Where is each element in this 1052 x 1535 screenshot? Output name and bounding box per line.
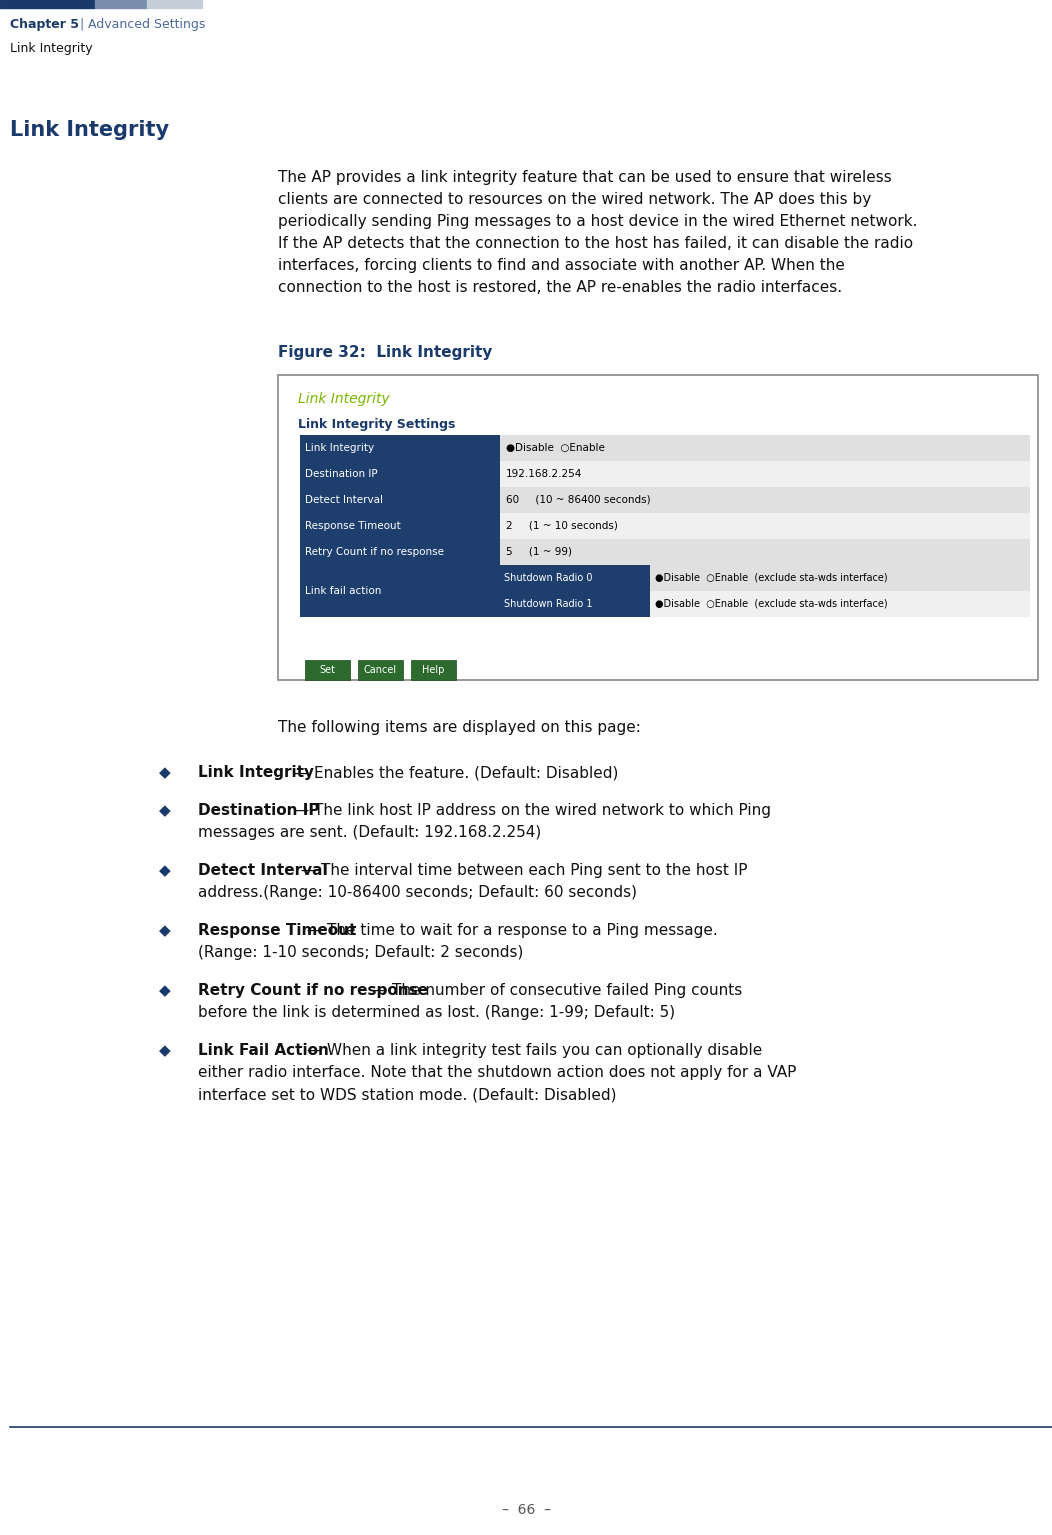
Bar [305,660,350,680]
Text: ●Disable  ○Enable  (exclude sta-wds interface): ●Disable ○Enable (exclude sta-wds interf… [655,599,888,609]
Bar [358,660,403,680]
Text: Link Integrity: Link Integrity [11,41,93,55]
Bar [147,0,202,8]
Bar [95,0,147,8]
Bar [500,460,1030,487]
Text: before the link is determined as lost. (Range: 1-99; Default: 5): before the link is determined as lost. (… [198,1005,675,1019]
Text: — When a link integrity test fails you can optionally disable: — When a link integrity test fails you c… [302,1042,763,1058]
Text: ●Disable  ○Enable: ●Disable ○Enable [506,444,605,453]
Text: Figure 32:  Link Integrity: Figure 32: Link Integrity [278,345,492,361]
Bar [500,513,1030,539]
Text: ◆: ◆ [159,1042,170,1058]
Bar [500,434,1030,460]
Text: clients are connected to resources on the wired network. The AP does this by: clients are connected to resources on th… [278,192,871,207]
Text: Link Integrity Settings: Link Integrity Settings [298,418,456,431]
Bar [300,434,500,460]
Text: 192.168.2.254: 192.168.2.254 [506,470,583,479]
Text: connection to the host is restored, the AP re-enables the radio interfaces.: connection to the host is restored, the … [278,279,842,295]
Text: Chapter 5: Chapter 5 [11,18,79,31]
Text: Detect Interval: Detect Interval [198,863,327,878]
Text: Link Fail Action: Link Fail Action [198,1042,329,1058]
Text: — The interval time between each Ping sent to the host IP: — The interval time between each Ping se… [296,863,747,878]
Text: Retry Count if no response: Retry Count if no response [305,546,444,557]
Text: Response Timeout: Response Timeout [198,923,357,938]
Text: messages are sent. (Default: 192.168.2.254): messages are sent. (Default: 192.168.2.2… [198,824,541,840]
Bar [300,487,500,513]
Text: Destination IP: Destination IP [305,470,378,479]
Text: Set: Set [320,665,336,675]
Bar [500,565,650,591]
Text: If the AP detects that the connection to the host has failed, it can disable the: If the AP detects that the connection to… [278,236,913,252]
Text: (Range: 1-10 seconds; Default: 2 seconds): (Range: 1-10 seconds; Default: 2 seconds… [198,946,524,959]
Text: — Enables the feature. (Default: Disabled): — Enables the feature. (Default: Disable… [289,764,619,780]
Text: 60     (10 ~ 86400 seconds): 60 (10 ~ 86400 seconds) [506,494,650,505]
Text: Retry Count if no response: Retry Count if no response [198,982,428,998]
Text: Link Integrity: Link Integrity [298,391,389,405]
Text: — The number of consecutive failed Ping counts: — The number of consecutive failed Ping … [367,982,743,998]
Bar [650,591,1030,617]
Text: Response Timeout: Response Timeout [305,520,401,531]
Text: Shutdown Radio 1: Shutdown Radio 1 [504,599,592,609]
Text: Cancel: Cancel [364,665,397,675]
Text: interfaces, forcing clients to find and associate with another AP. When the: interfaces, forcing clients to find and … [278,258,845,273]
Text: either radio interface. Note that the shutdown action does not apply for a VAP: either radio interface. Note that the sh… [198,1065,796,1081]
Text: Help: Help [422,665,445,675]
Bar [300,460,500,487]
Text: Destination IP: Destination IP [198,803,320,818]
Bar [278,375,1038,680]
Bar [300,539,500,565]
Text: The AP provides a link integrity feature that can be used to ensure that wireles: The AP provides a link integrity feature… [278,170,892,186]
Bar [300,565,500,617]
Text: ◆: ◆ [159,803,170,818]
Text: — The link host IP address on the wired network to which Ping: — The link host IP address on the wired … [289,803,771,818]
Text: Link Integrity: Link Integrity [198,764,313,780]
Text: Advanced Settings: Advanced Settings [88,18,205,31]
Text: Link fail action: Link fail action [305,586,382,596]
Bar [0,0,95,8]
Text: — The time to wait for a response to a Ping message.: — The time to wait for a response to a P… [302,923,717,938]
Text: Shutdown Radio 0: Shutdown Radio 0 [504,573,592,583]
Text: address.(Range: 10-86400 seconds; Default: 60 seconds): address.(Range: 10-86400 seconds; Defaul… [198,886,638,900]
Text: ◆: ◆ [159,982,170,998]
Text: Link Integrity: Link Integrity [305,444,375,453]
Bar [411,660,456,680]
Text: ◆: ◆ [159,863,170,878]
Text: 5     (1 ~ 99): 5 (1 ~ 99) [506,546,572,557]
Text: |: | [76,18,88,31]
Text: ◆: ◆ [159,764,170,780]
Text: interface set to WDS station mode. (Default: Disabled): interface set to WDS station mode. (Defa… [198,1087,616,1102]
Text: 2     (1 ~ 10 seconds): 2 (1 ~ 10 seconds) [506,520,618,531]
Text: ◆: ◆ [159,923,170,938]
Text: –  66  –: – 66 – [502,1503,550,1517]
Bar [300,513,500,539]
Text: ●Disable  ○Enable  (exclude sta-wds interface): ●Disable ○Enable (exclude sta-wds interf… [655,573,888,583]
Text: The following items are displayed on this page:: The following items are displayed on thi… [278,720,641,735]
Text: Link Integrity: Link Integrity [11,120,169,140]
Bar [500,539,1030,565]
Bar [500,591,650,617]
Bar [650,565,1030,591]
Text: periodically sending Ping messages to a host device in the wired Ethernet networ: periodically sending Ping messages to a … [278,213,917,229]
Bar [500,487,1030,513]
Text: Detect Interval: Detect Interval [305,494,383,505]
